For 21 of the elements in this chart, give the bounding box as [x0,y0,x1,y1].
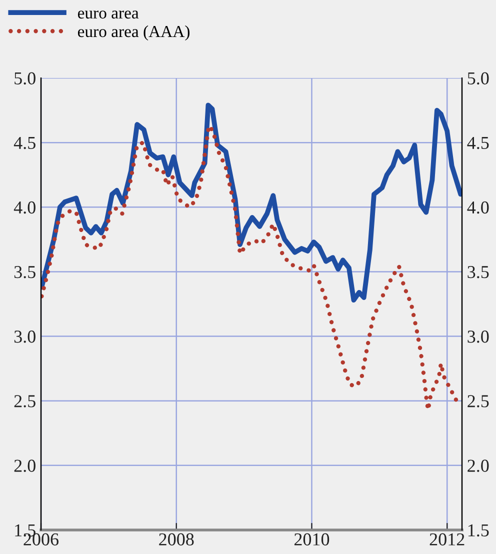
y2-tick-label: 2.0 [468,460,489,472]
y-tick-label: 2.5 [14,395,36,408]
line-series [41,102,462,303]
y-tick-label: 3.5 [14,266,36,278]
y2-tick-label: 5.0 [468,72,489,85]
y-tick-label: 2.0 [14,460,36,472]
x-tick-label: 2012 [430,533,464,546]
y2-tick-label: 2.5 [468,395,489,408]
y2-tick-label: 4.0 [467,201,489,214]
x-tick-label: 2010 [294,533,330,546]
y2-tick-label: 3.0 [468,330,489,343]
y-tick-label: 5.0 [14,72,36,85]
y2-tick-label: 3.5 [468,266,489,278]
x-tick-label: 2008 [159,533,194,546]
y2-tick-label: 1.5 [468,524,489,537]
y2-tick-label: 4.5 [467,136,489,150]
legend-label: euro area [78,10,139,19]
y-tick-label: 4.0 [14,201,36,214]
y-tick-label: 4.5 [14,136,36,150]
y-tick-label: 3.0 [14,330,36,343]
legend-label: euro area (AAA) [78,25,190,41]
